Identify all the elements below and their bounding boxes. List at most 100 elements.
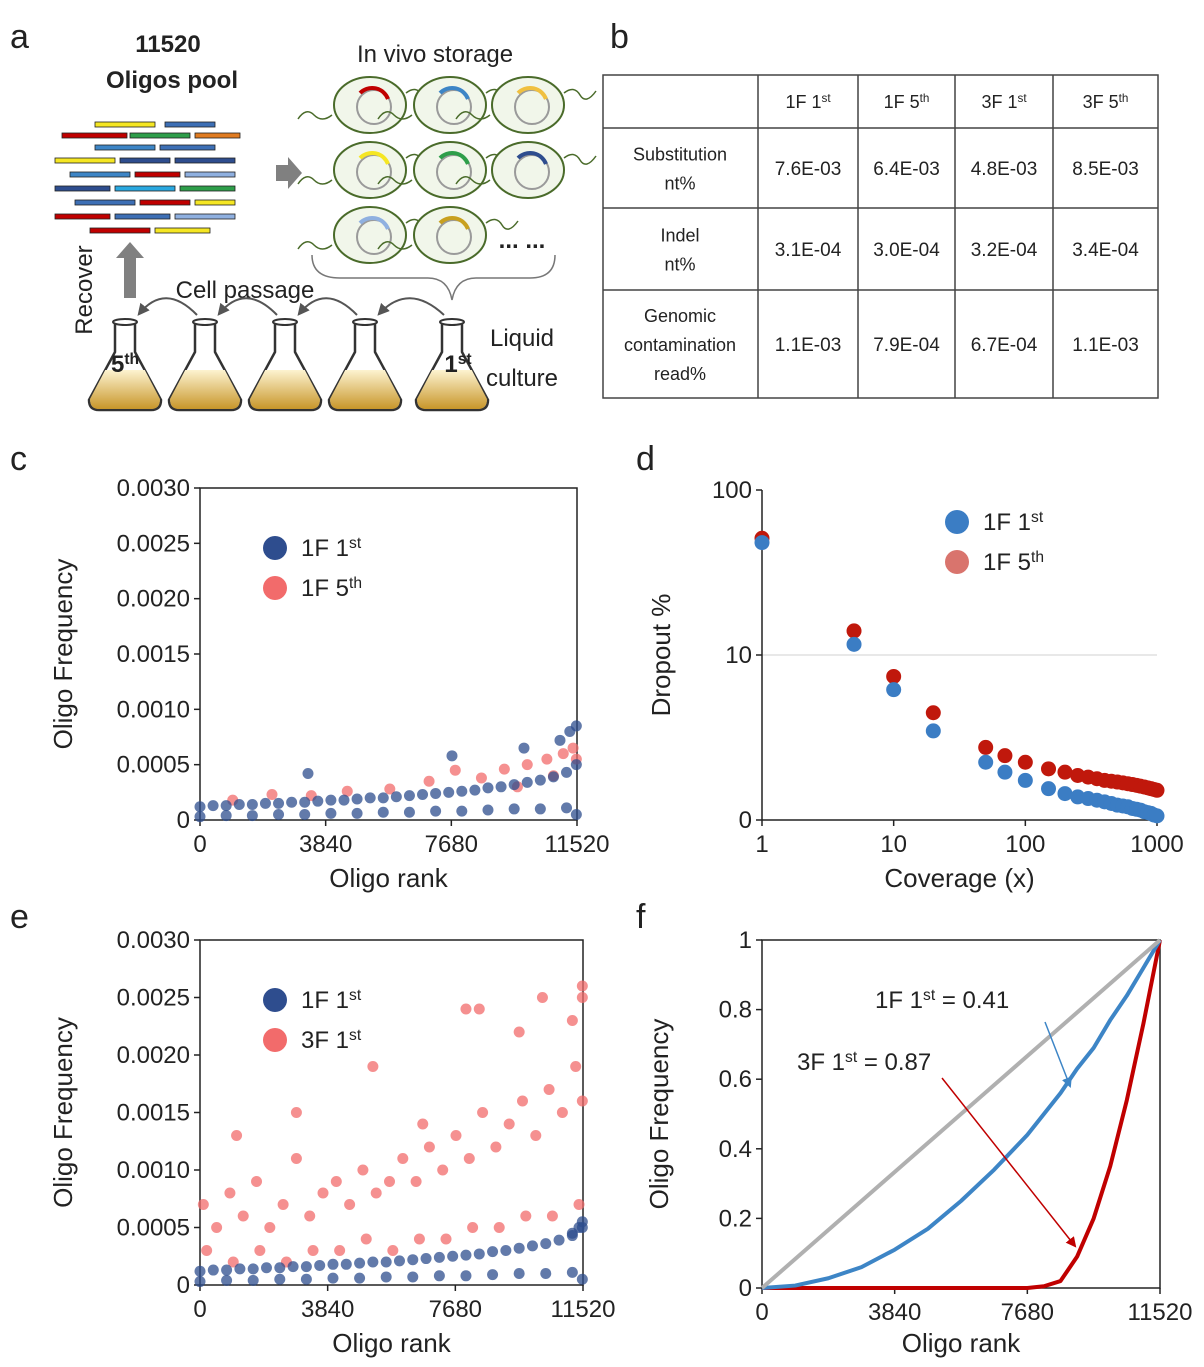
- point: [886, 682, 902, 698]
- point: [576, 1216, 588, 1228]
- recover-label: Recover: [71, 245, 98, 334]
- point: [536, 992, 548, 1003]
- table-cell: 4.8E-03: [971, 159, 1038, 180]
- y-axis-label: Dropout %: [646, 594, 676, 717]
- point: [567, 742, 579, 754]
- point: [423, 1141, 435, 1153]
- flagellum: [485, 218, 519, 230]
- point: [475, 772, 487, 784]
- x-tick-label: 7680: [1001, 1299, 1054, 1326]
- oligo: [89, 227, 151, 234]
- line: [762, 939, 1162, 1290]
- oligo: [54, 185, 111, 192]
- y-axis-label: Oligo Frequency: [644, 1019, 674, 1210]
- point: [367, 1061, 379, 1072]
- point: [334, 1245, 346, 1256]
- point: [207, 1264, 219, 1276]
- legend-marker: [263, 576, 287, 600]
- point: [467, 1222, 479, 1233]
- flask-rim: [192, 318, 218, 326]
- point: [576, 1095, 588, 1107]
- superscript: st: [349, 1027, 362, 1044]
- point: [1041, 761, 1057, 777]
- flagellum: [377, 241, 413, 250]
- point: [354, 1257, 366, 1269]
- row-label: contamination: [624, 335, 736, 355]
- point: [260, 1262, 272, 1274]
- point: [364, 792, 376, 804]
- flagellum: [377, 111, 413, 120]
- point: [340, 1258, 352, 1270]
- point: [925, 705, 941, 721]
- point: [227, 1256, 239, 1268]
- point: [341, 785, 353, 797]
- point: [254, 1245, 266, 1256]
- oligo: [174, 157, 236, 164]
- point: [357, 1164, 369, 1176]
- point: [561, 802, 573, 814]
- point: [384, 1176, 396, 1187]
- point: [1149, 808, 1165, 824]
- ellipsis: ... ...: [499, 227, 546, 254]
- x-tick-label: 1000: [1130, 831, 1183, 858]
- liquid: [330, 370, 400, 409]
- y-tick-label: 0.0005: [117, 1215, 190, 1242]
- point: [224, 1187, 236, 1199]
- point: [413, 1233, 425, 1245]
- point: [407, 1254, 419, 1266]
- storage-label: In vivo storage: [357, 41, 513, 68]
- point: [487, 1246, 499, 1258]
- point: [274, 1262, 286, 1274]
- y-tick-label: 0.2: [719, 1205, 752, 1232]
- legend-label: 3F 1st: [301, 1027, 362, 1055]
- point: [211, 1222, 223, 1233]
- superscript: th: [124, 351, 139, 368]
- point: [351, 793, 363, 805]
- point: [277, 1199, 289, 1210]
- point: [433, 1270, 445, 1282]
- column-header: 3F 1st: [981, 92, 1027, 113]
- point: [234, 1263, 246, 1275]
- point: [330, 1176, 342, 1187]
- point: [493, 1222, 505, 1233]
- point: [317, 1187, 329, 1199]
- point: [456, 785, 468, 797]
- plot-frame: [199, 487, 578, 821]
- y-tick-label: 0: [739, 807, 752, 834]
- superscript: st: [845, 1049, 858, 1066]
- x-axis-label: Coverage (x): [884, 863, 1034, 893]
- charts: 0 0.0005 0.0010 0.0015 0.0020 0.0025 0.0030 0 38…: [48, 475, 1192, 1358]
- pool-count: 11520: [135, 31, 200, 58]
- point: [498, 763, 510, 775]
- point: [194, 811, 206, 823]
- y-tick-label: 0.0025: [117, 985, 190, 1012]
- chart: 0 0.0005 0.0010 0.0015 0.0020 0.0025 0.0030 0 38…: [48, 927, 615, 1358]
- x-tick-label: 11520: [545, 831, 610, 858]
- point: [1057, 786, 1073, 802]
- flask-rim: [272, 318, 298, 326]
- point: [846, 623, 862, 639]
- point: [500, 1245, 512, 1256]
- point: [520, 1210, 532, 1222]
- point: [521, 776, 533, 788]
- panel-label: a: [10, 18, 29, 56]
- culture-label: Liquid: [490, 325, 554, 352]
- oligo: [119, 157, 171, 164]
- point: [576, 1273, 588, 1285]
- x-tick-label: 11520: [551, 1296, 616, 1323]
- oligo: [129, 132, 191, 139]
- point: [194, 801, 206, 813]
- point: [440, 1233, 452, 1245]
- point: [274, 1273, 286, 1285]
- point: [237, 1210, 249, 1222]
- flagellum: [455, 176, 491, 185]
- brace: [311, 254, 556, 301]
- point: [247, 1274, 259, 1286]
- legend-marker: [945, 550, 969, 574]
- arrow: [116, 242, 144, 298]
- table: 1F 1st 1F 5th 3F 1st 3F 5th Substitution nt% 7…: [602, 74, 1159, 399]
- point: [556, 1107, 568, 1118]
- cell: [333, 76, 407, 134]
- point: [387, 1245, 399, 1256]
